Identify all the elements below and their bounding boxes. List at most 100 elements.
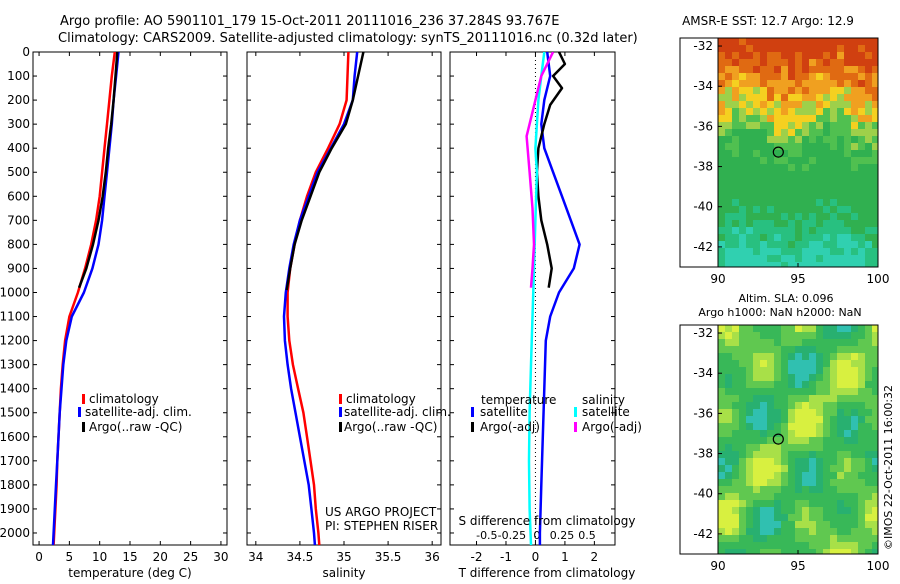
map-cell (823, 66, 831, 74)
map-cell (809, 192, 817, 200)
map-cell (844, 542, 852, 550)
map-cell (739, 402, 747, 410)
argo-location-marker (772, 433, 784, 445)
map-cell (781, 360, 789, 368)
map-y-tick-label: -42 (693, 527, 713, 541)
map-cell (851, 430, 859, 438)
map-cell (809, 255, 817, 263)
map-cell (760, 479, 768, 487)
map-cell (809, 164, 817, 172)
map-cell (872, 157, 879, 165)
map-cell (865, 220, 873, 228)
map-cell (872, 101, 879, 109)
map-cell (788, 66, 796, 74)
map-cell (851, 164, 859, 172)
map-cell (809, 143, 817, 151)
map-cell (760, 241, 768, 249)
map-cell (725, 402, 733, 410)
map-cell (739, 451, 747, 459)
map-cell (788, 73, 796, 81)
map-cell (851, 535, 859, 543)
map-cell (760, 549, 768, 555)
map-cell (837, 374, 845, 382)
map-cell (739, 52, 747, 60)
map-cell (823, 409, 831, 417)
map-cell (781, 143, 789, 151)
map-cell (739, 101, 747, 109)
map-cell (795, 514, 803, 522)
map-cell (732, 45, 740, 53)
map-cell (844, 73, 852, 81)
map-cell (872, 227, 879, 235)
map-cell (760, 199, 768, 207)
map-cell (802, 353, 810, 361)
map-cell (809, 395, 817, 403)
map-cell (795, 136, 803, 144)
map-cell (788, 458, 796, 466)
map-cell (809, 129, 817, 137)
map-cell (809, 150, 817, 158)
map-cell (844, 199, 852, 207)
map-cell (781, 423, 789, 431)
map-cell (844, 437, 852, 445)
map-cell (753, 59, 761, 67)
map-cell (781, 367, 789, 375)
map-cell (872, 416, 879, 424)
map-cell (746, 402, 754, 410)
map-cell (732, 535, 740, 543)
map-cell (746, 115, 754, 123)
map-cell (830, 73, 838, 81)
map-cell (746, 367, 754, 375)
map-cell (830, 528, 838, 536)
map-cell (746, 206, 754, 214)
map-cell (809, 178, 817, 186)
map-cell (774, 115, 782, 123)
map-cell (774, 465, 782, 473)
map-cell (718, 472, 726, 480)
map-cell (732, 206, 740, 214)
map-cell (781, 528, 789, 536)
map-cell (718, 507, 726, 515)
map-cell (767, 164, 775, 172)
map-cell (851, 395, 859, 403)
map-cell (746, 507, 754, 515)
map-cell (809, 458, 817, 466)
map-cell (746, 227, 754, 235)
map-cell (760, 129, 768, 137)
map-cell (823, 213, 831, 221)
map-cell (788, 507, 796, 515)
map-cell (760, 213, 768, 221)
map-cell (746, 255, 754, 263)
map-cell (781, 542, 789, 550)
map-cell (760, 423, 768, 431)
map-cell (851, 185, 859, 193)
map-cell (837, 129, 845, 137)
map-cell (809, 101, 817, 109)
map-cells (718, 38, 879, 268)
map-cell (760, 521, 768, 529)
map-cell (837, 262, 845, 268)
map-cell (760, 458, 768, 466)
map-cell (739, 108, 747, 116)
map-cell (732, 381, 740, 389)
map-cell (753, 178, 761, 186)
map-cell (767, 360, 775, 368)
map-cell (746, 143, 754, 151)
map-cell (851, 59, 859, 67)
map-cell (844, 227, 852, 235)
map-cell (760, 339, 768, 347)
map-cell (718, 535, 726, 543)
map-cell (816, 192, 824, 200)
map-cell (795, 374, 803, 382)
map-cell (795, 465, 803, 473)
map-cell (725, 59, 733, 67)
map-cell (802, 339, 810, 347)
map-cell (795, 171, 803, 179)
map-cell (788, 115, 796, 123)
map-cell (830, 451, 838, 459)
map-cell (774, 437, 782, 445)
map-cell (816, 528, 824, 536)
map-cell (746, 514, 754, 522)
map-cell (760, 185, 768, 193)
map-cell (802, 52, 810, 60)
